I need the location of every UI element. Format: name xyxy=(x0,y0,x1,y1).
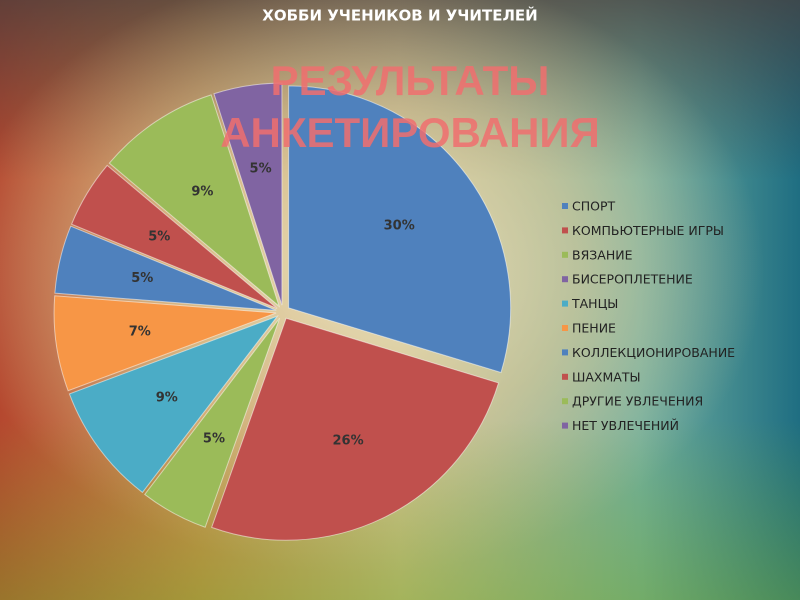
legend-label: БИСЕРОПЛЕТЕНИЕ xyxy=(572,272,693,287)
slice-label: 9% xyxy=(191,184,213,199)
legend-label: ТАНЦЫ xyxy=(571,296,618,311)
slice-label: 30% xyxy=(384,218,415,233)
pie-slice xyxy=(211,317,500,541)
slice-label: 26% xyxy=(333,434,364,449)
legend-label: СПОРТ xyxy=(572,199,616,214)
legend-swatch xyxy=(562,251,568,258)
legend-label: ДРУГИЕ УВЛЕЧЕНИЯ xyxy=(572,394,703,409)
pie-slice xyxy=(288,85,512,374)
legend-label: КОЛЛЕКЦИОНИРОВАНИЕ xyxy=(572,345,735,360)
pie-slice xyxy=(53,295,277,392)
slice-label: 5% xyxy=(148,230,170,245)
legend-swatch xyxy=(562,203,568,209)
legend-swatch xyxy=(562,373,568,380)
pie-slice xyxy=(70,164,278,309)
pie-slice xyxy=(144,317,281,528)
legend-swatch xyxy=(562,300,568,307)
legend-label: ШАХМАТЫ xyxy=(572,369,640,384)
slice-label: 5% xyxy=(131,271,153,286)
subtitle: РЕЗУЛЬТАТЫ АНКЕТИРОВАНИЯ xyxy=(220,57,600,156)
slice-label: 5% xyxy=(250,162,272,177)
slice-label: 5% xyxy=(203,432,225,447)
slice-label: 9% xyxy=(156,391,178,406)
chart-title: ХОББИ УЧЕНИКОВ И УЧИТЕЛЕЙ xyxy=(262,6,537,25)
legend-swatch xyxy=(562,276,568,283)
legend-swatch xyxy=(562,422,568,429)
slice-label: 7% xyxy=(129,325,151,340)
legend-swatch xyxy=(562,398,568,405)
legend-label: НЕТ УВЛЕЧЕНИЙ xyxy=(572,418,679,433)
legend-swatch xyxy=(562,349,568,356)
legend-swatch xyxy=(562,325,568,331)
pie-slice xyxy=(108,94,281,308)
legend-label: ВЯЗАНИЕ xyxy=(572,247,633,262)
pie-slice xyxy=(68,315,279,494)
legend-label: ПЕНИЕ xyxy=(572,321,616,336)
pie-slice xyxy=(54,225,277,311)
legend-swatch xyxy=(562,227,568,234)
legend-label: КОМПЬЮТЕРНЫЕ ИГРЫ xyxy=(572,223,724,238)
pie-slice xyxy=(213,82,283,306)
